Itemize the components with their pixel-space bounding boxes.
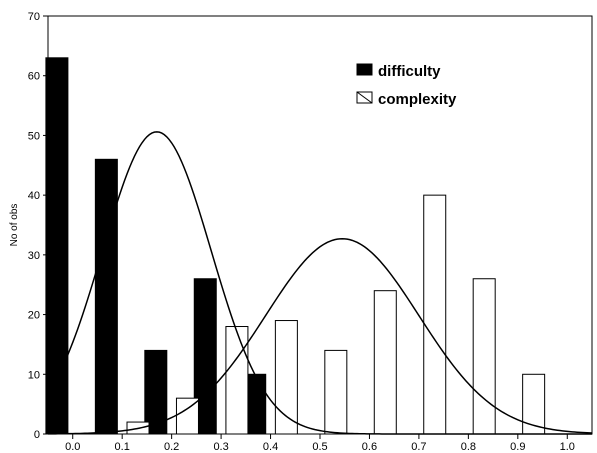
y-tick-label: 70 bbox=[28, 11, 40, 23]
x-tick-label: 0.3 bbox=[213, 441, 228, 453]
bar-complexity bbox=[424, 195, 446, 434]
y-tick-label: 30 bbox=[28, 250, 40, 262]
y-tick-label: 50 bbox=[28, 130, 40, 142]
x-tick-label: 0.0 bbox=[65, 441, 80, 453]
bar-difficulty bbox=[95, 159, 117, 434]
y-tick-label: 0 bbox=[34, 429, 40, 441]
bar-complexity bbox=[226, 327, 248, 434]
x-tick-label: 0.2 bbox=[164, 441, 179, 453]
plot-frame bbox=[48, 16, 592, 434]
x-tick-label: 0.6 bbox=[362, 441, 377, 453]
bar-complexity bbox=[325, 350, 347, 434]
fit-curve-difficulty bbox=[48, 132, 592, 434]
legend-label-difficulty: difficulty bbox=[378, 63, 441, 80]
x-tick-label: 0.5 bbox=[312, 441, 327, 453]
x-tick-label: 0.7 bbox=[411, 441, 426, 453]
plot-area bbox=[48, 16, 592, 434]
y-tick-label: 20 bbox=[28, 310, 40, 322]
legend-item-complexity: complexity bbox=[357, 91, 457, 108]
legend: difficulty complexity bbox=[357, 63, 457, 108]
x-tick-label: 0.1 bbox=[115, 441, 130, 453]
legend-label-complexity: complexity bbox=[378, 91, 457, 108]
bars-group bbox=[46, 58, 545, 434]
x-tick-label: 0.8 bbox=[461, 441, 476, 453]
legend-item-difficulty: difficulty bbox=[357, 63, 441, 80]
fit-curves-group bbox=[48, 132, 592, 434]
x-axis: 0.0 0.1 0.2 0.3 0.4 0.5 0.6 0.7 0.8 0.9 1.0 bbox=[65, 434, 575, 453]
bar-complexity bbox=[374, 291, 396, 434]
bar-complexity bbox=[473, 279, 495, 434]
x-tick-label: 0.9 bbox=[510, 441, 525, 453]
x-tick-label: 1.0 bbox=[560, 441, 575, 453]
x-tick-label: 0.4 bbox=[263, 441, 278, 453]
y-tick-label: 60 bbox=[28, 71, 40, 83]
y-axis-label: No of obs bbox=[9, 204, 20, 247]
y-axis: 0 10 20 30 40 50 60 70 bbox=[28, 11, 48, 441]
y-tick-label: 10 bbox=[28, 369, 40, 381]
fit-curve-complexity bbox=[48, 239, 592, 434]
legend-swatch-difficulty bbox=[357, 64, 372, 75]
y-tick-label: 40 bbox=[28, 190, 40, 202]
